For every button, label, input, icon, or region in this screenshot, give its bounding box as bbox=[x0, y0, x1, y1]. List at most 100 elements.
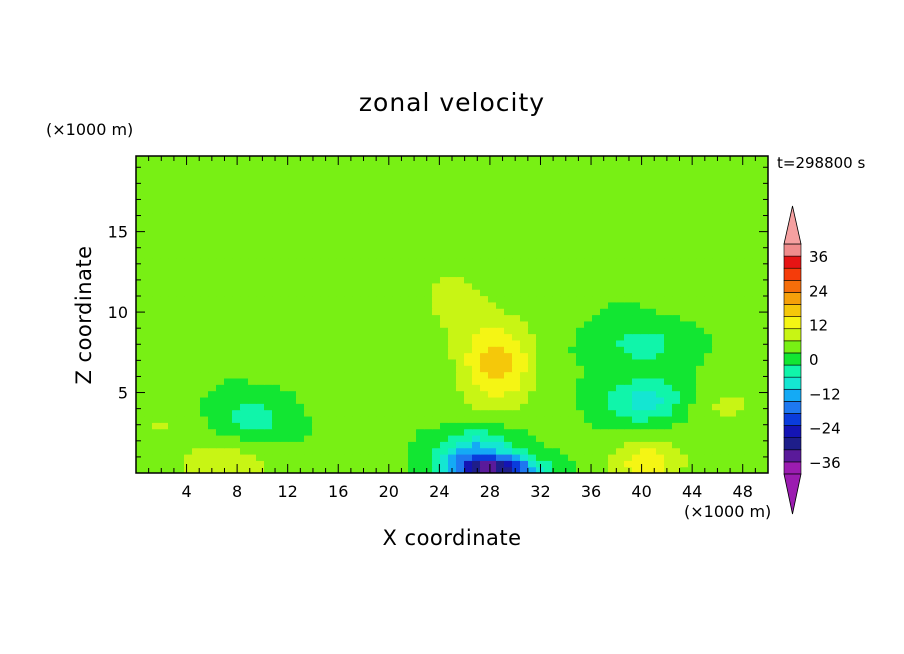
field-cell bbox=[688, 333, 697, 341]
field-cell bbox=[544, 460, 553, 468]
field-cell bbox=[568, 352, 577, 360]
field-cell bbox=[400, 238, 409, 246]
field-cell bbox=[416, 346, 425, 354]
field-cell bbox=[544, 358, 553, 366]
field-cell bbox=[568, 396, 577, 404]
field-cell bbox=[664, 308, 673, 316]
field-cell bbox=[256, 156, 265, 163]
field-cell bbox=[248, 308, 257, 316]
field-cell bbox=[664, 339, 673, 347]
field-cell bbox=[512, 200, 521, 208]
field-cell bbox=[352, 175, 361, 182]
field-cell bbox=[704, 384, 713, 392]
field-cell bbox=[432, 213, 441, 220]
field-cell bbox=[664, 194, 673, 201]
field-cell bbox=[176, 219, 185, 227]
field-cell bbox=[304, 371, 313, 379]
field-cell bbox=[448, 251, 457, 259]
chart-title: zonal velocity bbox=[358, 88, 546, 117]
field-cell bbox=[632, 466, 641, 473]
field-cell bbox=[424, 263, 433, 271]
field-cell bbox=[312, 327, 321, 335]
field-cell bbox=[616, 194, 625, 201]
field-cell bbox=[184, 333, 193, 341]
field-cell bbox=[304, 441, 313, 449]
field-cell bbox=[664, 390, 673, 398]
field-cell bbox=[224, 251, 233, 259]
field-cell bbox=[232, 466, 241, 473]
field-cell bbox=[616, 358, 625, 366]
field-cell bbox=[696, 308, 705, 316]
field-cell bbox=[256, 371, 265, 379]
field-cell bbox=[352, 339, 361, 347]
field-cell bbox=[456, 263, 465, 271]
field-cell bbox=[136, 358, 145, 366]
field-cell bbox=[552, 194, 561, 201]
field-cell bbox=[560, 251, 569, 259]
field-cell bbox=[488, 390, 497, 398]
field-cell bbox=[568, 289, 577, 297]
field-cell bbox=[712, 238, 721, 246]
field-cell bbox=[720, 428, 729, 436]
field-cell bbox=[712, 434, 721, 442]
field-cell bbox=[184, 213, 193, 220]
field-cell bbox=[576, 187, 585, 195]
field-cell bbox=[296, 453, 305, 461]
field-cell bbox=[672, 213, 681, 220]
field-cell bbox=[496, 422, 505, 430]
field-cell bbox=[288, 377, 297, 385]
field-cell bbox=[216, 377, 225, 385]
field-cell bbox=[608, 371, 617, 379]
field-cell bbox=[160, 453, 169, 461]
field-cell bbox=[240, 238, 249, 246]
field-cell bbox=[728, 466, 737, 473]
field-cell bbox=[656, 371, 665, 379]
field-cell bbox=[736, 403, 745, 411]
field-cell bbox=[728, 415, 737, 423]
field-cell bbox=[192, 460, 201, 468]
field-cell bbox=[616, 434, 625, 442]
field-cell bbox=[760, 295, 768, 303]
field-cell bbox=[696, 390, 705, 398]
field-cell bbox=[544, 301, 553, 309]
field-cell bbox=[752, 219, 761, 227]
field-cell bbox=[680, 466, 689, 473]
field-cell bbox=[752, 263, 761, 271]
field-cell bbox=[192, 301, 201, 309]
field-cell bbox=[376, 403, 385, 411]
field-cell bbox=[400, 251, 409, 259]
field-cell bbox=[256, 415, 265, 423]
field-cell bbox=[536, 352, 545, 360]
field-cell bbox=[744, 384, 753, 392]
field-cell bbox=[592, 384, 601, 392]
field-cell bbox=[640, 327, 649, 335]
field-cell bbox=[224, 466, 233, 473]
x-tick-label: 48 bbox=[733, 482, 753, 501]
field-cell bbox=[232, 181, 241, 189]
field-cell bbox=[456, 447, 465, 455]
field-cell bbox=[744, 308, 753, 316]
field-cell bbox=[280, 200, 289, 208]
field-cell bbox=[224, 194, 233, 201]
field-cell bbox=[248, 181, 257, 189]
field-cell bbox=[704, 453, 713, 461]
field-cell bbox=[280, 314, 289, 322]
field-cell bbox=[744, 200, 753, 208]
field-cell bbox=[184, 282, 193, 290]
field-cell bbox=[696, 162, 705, 170]
field-cell bbox=[248, 238, 257, 246]
field-cell bbox=[280, 175, 289, 182]
field-cell bbox=[488, 327, 497, 335]
field-cell bbox=[224, 415, 233, 423]
field-cell bbox=[568, 263, 577, 271]
field-cell bbox=[680, 263, 689, 271]
field-cell bbox=[232, 200, 241, 208]
field-cell bbox=[344, 257, 353, 265]
field-cell bbox=[712, 301, 721, 309]
field-cell bbox=[152, 466, 161, 473]
field-cell bbox=[344, 314, 353, 322]
field-cell bbox=[608, 396, 617, 404]
field-cell bbox=[264, 403, 273, 411]
colorbar-swatch bbox=[783, 267, 802, 281]
